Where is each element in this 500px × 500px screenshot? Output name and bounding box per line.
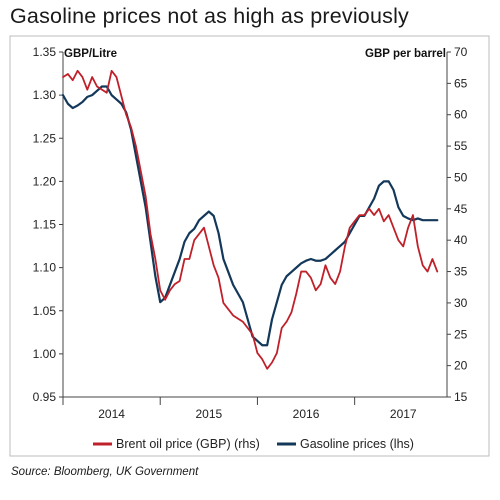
right-axis-tick-label: 45 bbox=[454, 202, 468, 216]
right-axis-tick-label: 60 bbox=[454, 108, 468, 122]
right-axis-tick-label: 65 bbox=[454, 76, 468, 90]
left-axis-tick-label: 0.95 bbox=[33, 390, 57, 404]
left-axis-tick-label: 1.05 bbox=[33, 304, 57, 318]
right-axis-tick-label: 25 bbox=[454, 327, 468, 341]
right-axis-label: GBP per barrel bbox=[365, 48, 446, 60]
series-layer bbox=[61, 69, 439, 370]
x-axis-tick-label: 2017 bbox=[390, 407, 417, 421]
right-axis-tick-label: 70 bbox=[454, 45, 468, 59]
right-axis-tick-label: 20 bbox=[454, 359, 468, 373]
left-axis-tick-label: 1.30 bbox=[33, 88, 57, 102]
x-axis-tick-label: 2014 bbox=[98, 407, 125, 421]
legend: Brent oil price (GBP) (rhs) Gasoline pric… bbox=[93, 437, 414, 451]
axes: 0.95 1.00 1.05 1.10 1.15 1.20 1.25 1.30 1.35 15 20… bbox=[33, 45, 468, 421]
chart-title: Gasoline prices not as high as previousl… bbox=[10, 4, 409, 28]
right-axis-tick-label: 15 bbox=[454, 390, 468, 404]
legend-gasoline-label: Gasoline prices (lhs) bbox=[300, 437, 414, 451]
right-axis-tick-label: 30 bbox=[454, 296, 468, 310]
right-axis-tick-label: 55 bbox=[454, 139, 468, 153]
right-axis-tick-label: 40 bbox=[454, 233, 468, 247]
left-axis-label: GBP/Litre bbox=[64, 48, 117, 60]
right-axis-tick-label: 50 bbox=[454, 170, 468, 184]
right-axis-tick-label: 35 bbox=[454, 265, 468, 279]
brent-series-line bbox=[62, 69, 439, 370]
left-axis-tick-label: 1.25 bbox=[33, 131, 57, 145]
left-axis-tick-label: 1.00 bbox=[33, 347, 57, 361]
chart-frame bbox=[9, 35, 490, 457]
x-axis-tick-label: 2016 bbox=[293, 407, 320, 421]
left-axis-tick-label: 1.10 bbox=[33, 261, 57, 275]
left-axis-tick-label: 1.15 bbox=[33, 218, 57, 232]
source-note: Source: Bloomberg, UK Government bbox=[11, 466, 199, 478]
left-axis-tick-label: 1.20 bbox=[33, 174, 57, 188]
x-axis-tick-label: 2015 bbox=[195, 407, 222, 421]
legend-brent-label: Brent oil price (GBP) (rhs) bbox=[116, 437, 260, 451]
left-axis-tick-label: 1.35 bbox=[33, 45, 57, 59]
